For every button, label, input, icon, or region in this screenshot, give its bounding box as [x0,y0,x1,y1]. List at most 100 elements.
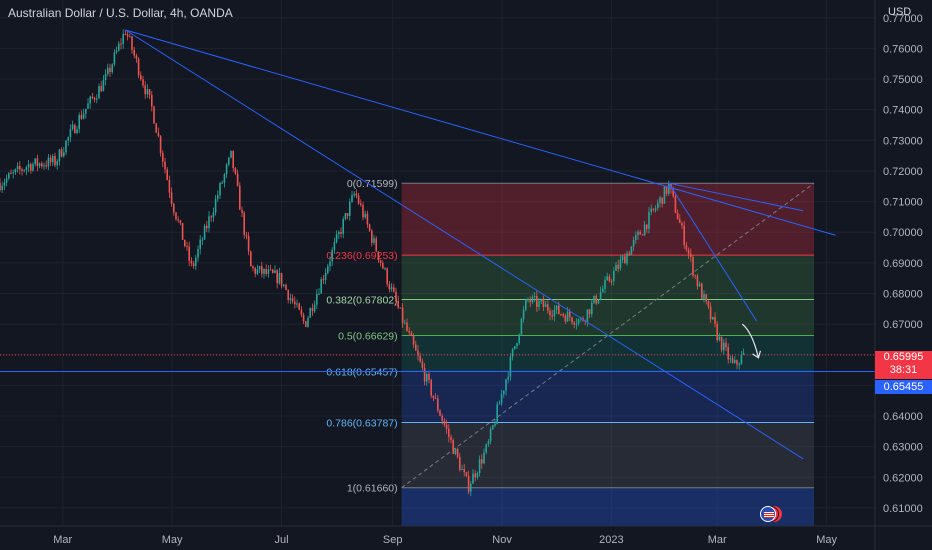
candle-body [47,157,50,167]
candle-body [230,150,232,158]
candle-body [157,132,160,137]
us-flag-events-icon[interactable] [760,506,782,524]
candlestick-series [0,29,745,497]
candle-body [265,268,267,274]
candle-body [342,219,344,234]
candle-body [85,108,87,114]
candle-body [720,336,723,351]
candle-body [245,234,248,237]
candle-body [41,163,43,167]
candle-body [203,225,206,240]
candle-body [63,152,65,157]
candle-body [241,209,243,213]
candle-body [628,253,630,256]
price-axis[interactable]: 0.77000 0.76000 0.75000 0.74000 0.73000 0.720… [874,0,923,550]
candle-body [434,397,437,399]
candle-body [142,79,144,86]
candle-body [120,43,122,45]
candle-body [300,309,303,315]
time-axis[interactable]: Mar May Jul Sep Nov 2023 Mar May [0,525,932,546]
candle-body [551,315,553,317]
candle-body [683,225,685,246]
candle-body [709,306,712,320]
candle-body [188,246,190,261]
candle-body [597,299,600,304]
candle-body [16,166,19,170]
candle-body [505,379,507,391]
candle-body [652,208,655,210]
candle-body [269,269,272,271]
candle-body [133,49,135,56]
candle-body [100,86,102,92]
candle-body [287,289,289,300]
candle-body [12,172,14,174]
candle-body [736,360,738,365]
trendlines[interactable] [0,29,875,460]
candle-body [470,483,472,492]
candle-body [533,296,536,298]
candle-body [608,276,611,281]
candle-body [351,195,353,202]
level-price-tag: 0.65455 [875,380,932,394]
trendline [668,182,758,322]
candle-body [692,257,694,276]
candle-body [102,79,105,92]
candle-body [685,245,688,250]
candle-body [166,169,168,181]
fib-zone [401,335,815,372]
candle-body [371,230,373,243]
trendline [125,29,836,236]
candle-body [487,441,490,445]
candle-body [610,280,613,282]
candle-body [338,232,340,235]
candle-body [454,448,457,454]
candle-body [109,67,111,73]
candle-body [291,298,294,302]
candle-body [696,275,699,287]
candle-body [23,170,25,172]
candle-body [234,167,237,174]
candle-body [159,136,162,153]
candle-body [531,296,534,303]
candle-body [476,473,479,478]
candle-body [322,279,325,281]
candle-body [408,330,410,333]
price-tick-label: 0.72000 [883,166,923,178]
candle-body [184,239,186,247]
candle-body [118,43,120,51]
trendline [125,29,804,460]
price-tick-label: 0.67000 [883,319,923,331]
candle-body [654,208,657,210]
candle-body [155,123,157,133]
candle-body [657,202,659,209]
candle-body [107,67,109,75]
candle-body [536,296,538,308]
fibonacci-retracement[interactable]: 0(0.71599) 0.236(0.69253) 0.382(0.67802) 0.… [326,178,815,526]
candle-body [718,336,721,341]
candle-body [151,95,153,107]
candle-body [91,96,94,98]
candle-body [698,283,701,287]
candle-body [89,96,91,104]
candle-body [225,164,228,175]
candle-body [459,456,461,470]
candle-body [285,284,287,290]
fib-level-label: 0(0.71599) [347,178,398,190]
candle-body [423,367,426,382]
candle-body [639,231,641,235]
candle-body [379,260,382,264]
fib-zone [401,422,815,488]
candle-body [126,34,129,37]
candle-body [331,249,333,262]
candle-body [14,169,17,173]
candle-body [591,302,593,315]
bar-countdown: 38:31 [889,364,918,376]
candle-body [650,208,652,213]
candle-body [538,301,540,308]
candle-body [613,270,615,281]
candle-body [373,238,375,243]
candle-body [456,448,459,457]
candle-body [498,403,501,405]
candle-body [177,219,179,221]
